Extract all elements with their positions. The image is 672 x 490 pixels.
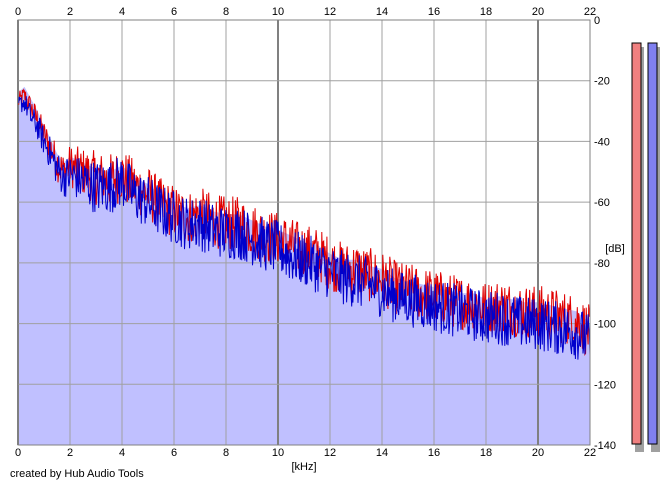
x-tick-label-bottom: 2 — [67, 447, 73, 459]
y-tick-label: -140 — [594, 440, 616, 452]
level-meter-blue — [647, 42, 658, 445]
x-tick-label-top: 14 — [376, 6, 388, 18]
y-tick-label: -20 — [594, 76, 610, 88]
x-tick-label-top: 6 — [171, 6, 177, 18]
x-tick-label-bottom: 22 — [584, 447, 596, 459]
x-tick-label-top: 20 — [532, 6, 544, 18]
y-tick-label: -40 — [594, 136, 610, 148]
x-tick-label-top: 22 — [584, 6, 596, 18]
plot-border — [17, 19, 591, 446]
x-tick-label-bottom: 0 — [15, 447, 21, 459]
x-tick-label-top: 16 — [428, 6, 440, 18]
series-blue-line — [17, 96, 591, 360]
x-tick-label-top: 8 — [223, 6, 229, 18]
x-axis-label: [kHz] — [291, 461, 316, 473]
y-tick-label: -120 — [594, 379, 616, 391]
y-tick-label: -100 — [594, 319, 616, 331]
x-tick-label-bottom: 10 — [272, 447, 284, 459]
credit-text: created by Hub Audio Tools — [10, 468, 144, 480]
level-meter-red — [631, 42, 642, 445]
x-tick-label-bottom: 16 — [428, 447, 440, 459]
x-tick-label-bottom: 18 — [480, 447, 492, 459]
x-tick-label-top: 4 — [119, 6, 125, 18]
y-axis-label: [dB] — [605, 243, 625, 255]
x-tick-label-top: 0 — [15, 6, 21, 18]
x-tick-label-bottom: 20 — [532, 447, 544, 459]
x-tick-label-bottom: 4 — [119, 447, 125, 459]
x-tick-label-bottom: 8 — [223, 447, 229, 459]
x-tick-label-top: 10 — [272, 6, 284, 18]
x-tick-label-top: 2 — [67, 6, 73, 18]
y-tick-label: -60 — [594, 197, 610, 209]
x-tick-label-bottom: 12 — [324, 447, 336, 459]
x-tick-label-bottom: 6 — [171, 447, 177, 459]
x-tick-label-top: 18 — [480, 6, 492, 18]
y-tick-label: -80 — [594, 258, 610, 270]
y-tick-label: 0 — [594, 15, 600, 27]
x-tick-label-top: 12 — [324, 6, 336, 18]
x-tick-label-bottom: 14 — [376, 447, 388, 459]
